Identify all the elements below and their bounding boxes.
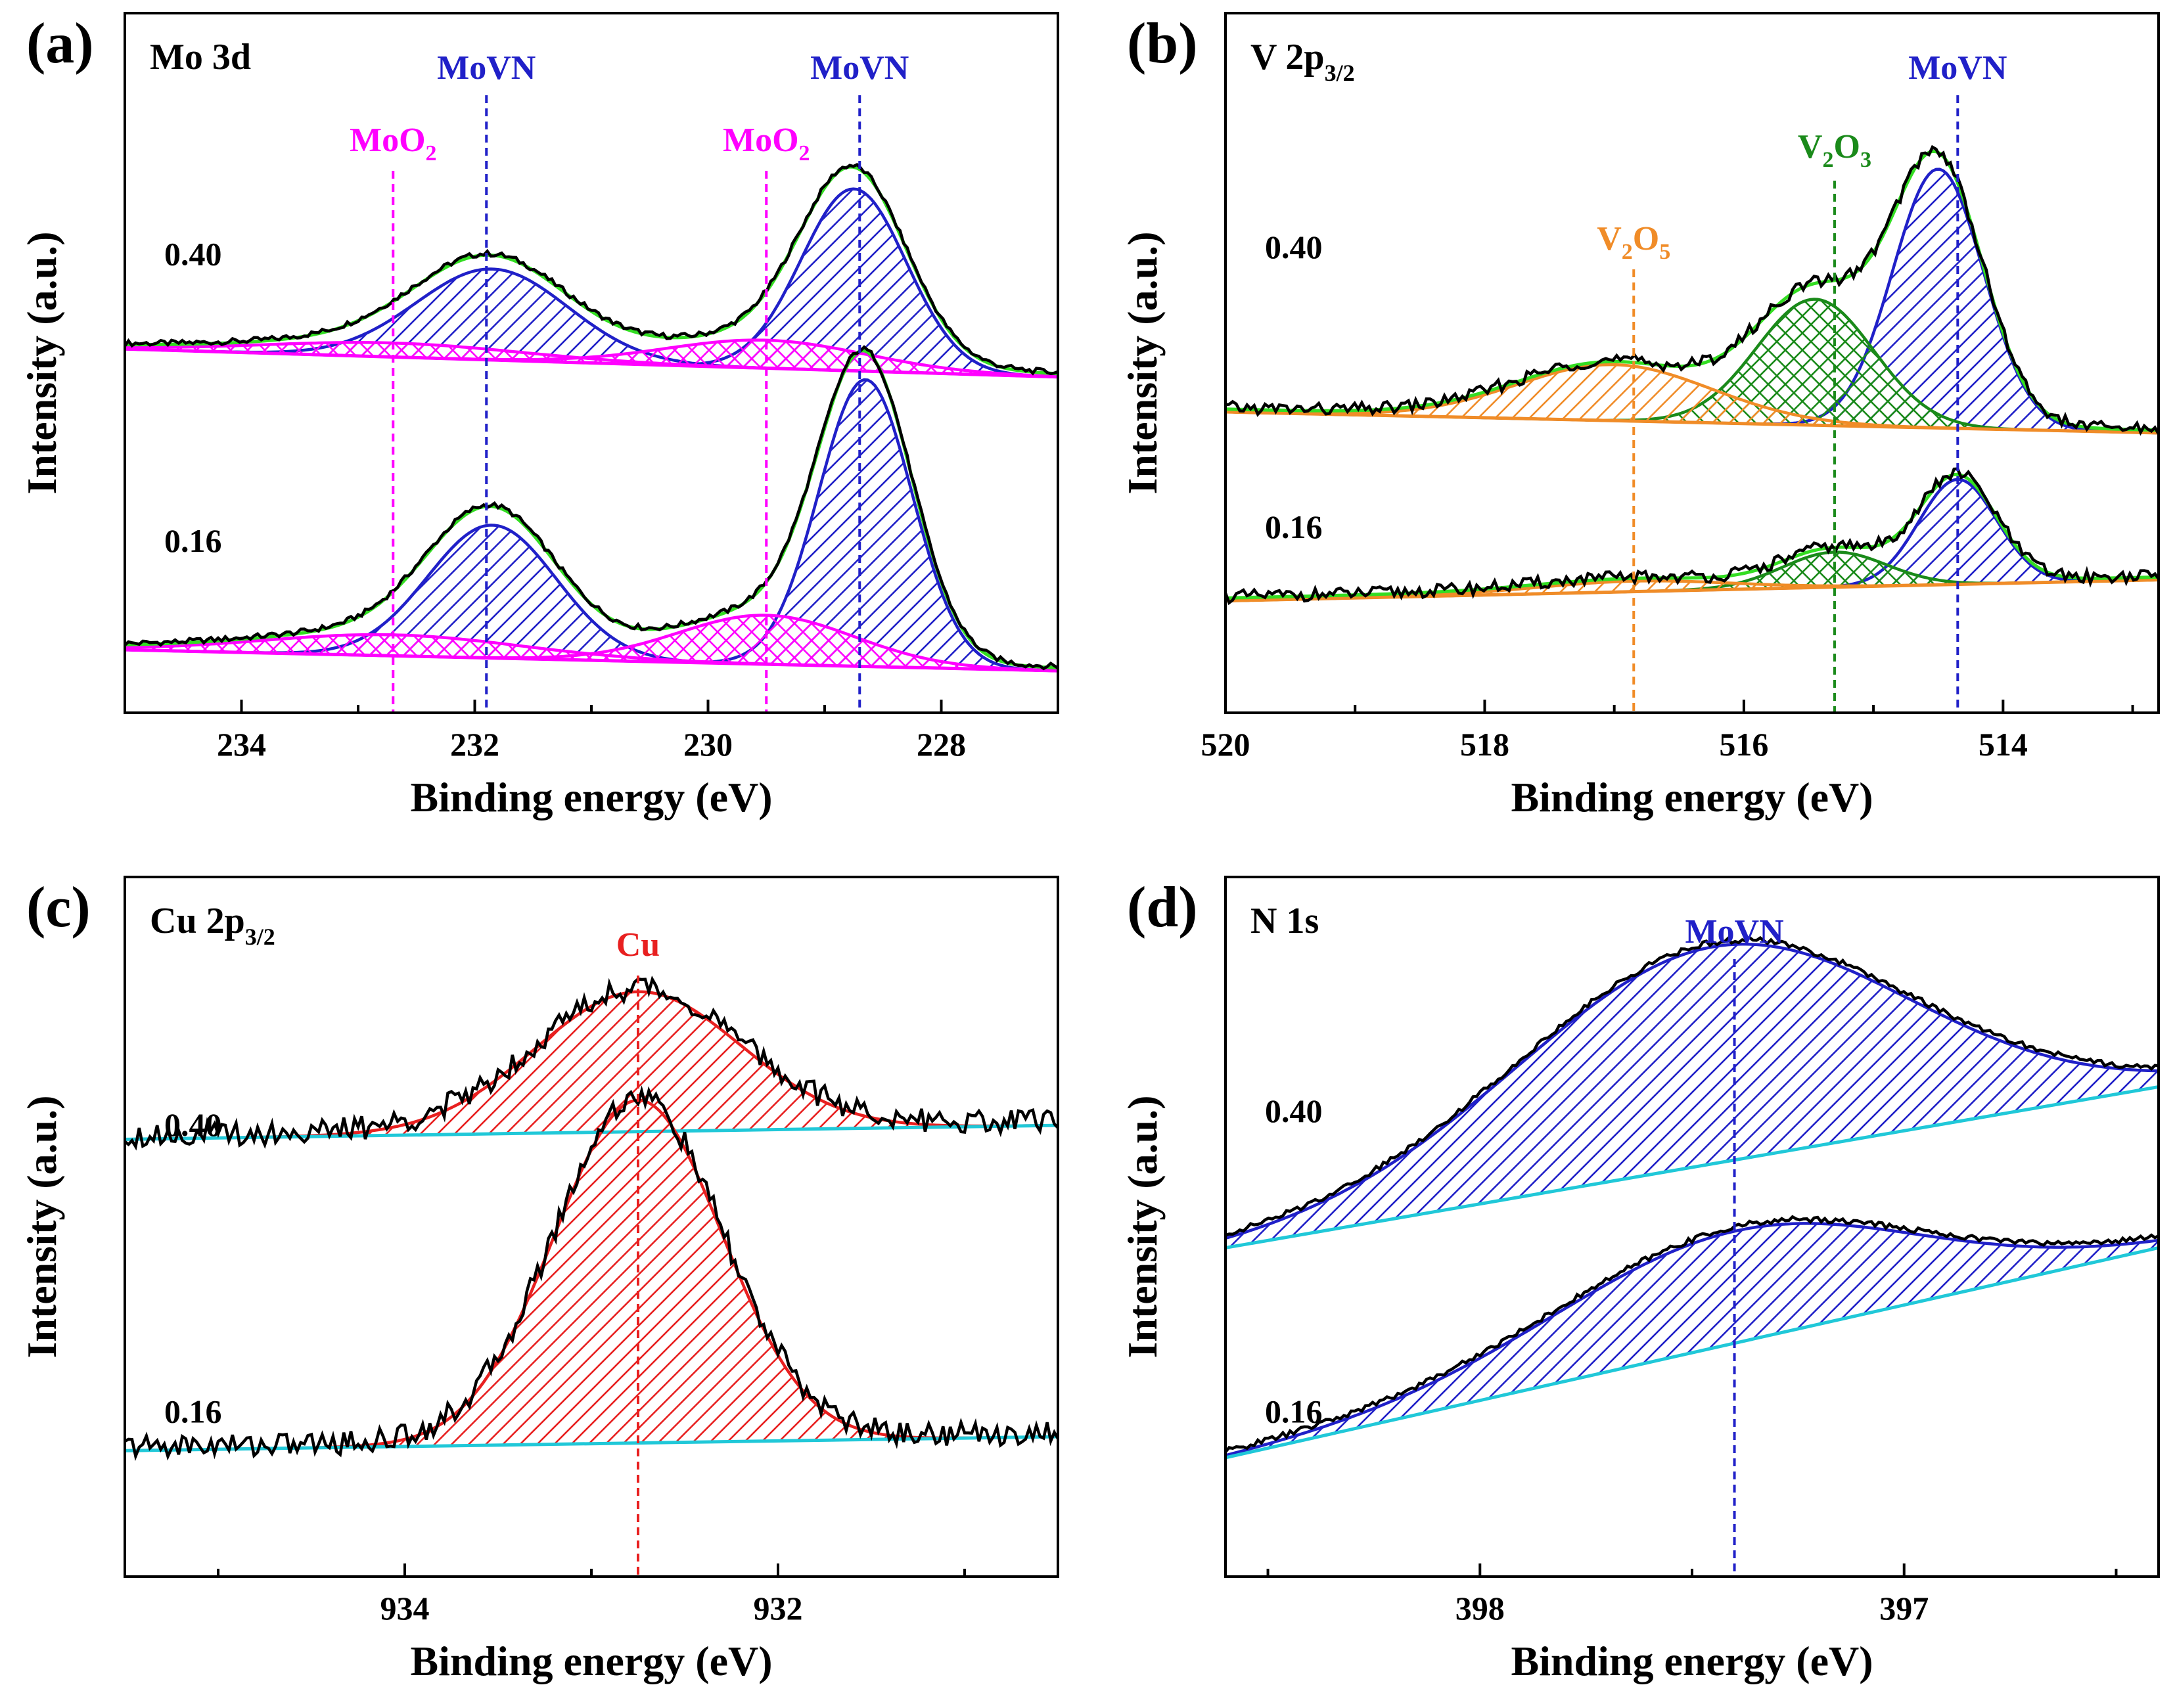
trace-0.40: [1225, 145, 2159, 436]
panel-c: 934 932 Binding energy (eV) Intensity (a.u.…: [18, 876, 1059, 1684]
background-line: [1225, 578, 2159, 603]
sample-label: 0.40: [1265, 1092, 1323, 1129]
data-line: [1225, 145, 2159, 436]
panel-label: (a): [26, 12, 94, 76]
species-label: MoO2: [723, 122, 810, 166]
panel-label: (d): [1127, 876, 1198, 939]
background-line: [125, 347, 1058, 379]
trace-0.16: [125, 345, 1058, 673]
x-tick-label: 932: [754, 1590, 803, 1627]
core-level-subscript: 3/2: [245, 924, 275, 950]
peak-area-Cu: [125, 1100, 1058, 1451]
x-tick-label: 934: [380, 1590, 430, 1627]
x-tick-label: 397: [1879, 1590, 1929, 1627]
sample-label: 0.40: [1265, 229, 1323, 265]
sample-label: 0.40: [164, 1106, 222, 1143]
plot-area: [1225, 935, 2159, 1460]
species-label: MoVN: [810, 49, 909, 87]
x-tick-label: 230: [683, 726, 733, 763]
x-axis-title: Binding energy (eV): [1511, 774, 1873, 820]
x-tick-label: 232: [450, 726, 499, 763]
species-label: Cu: [616, 926, 660, 964]
peak-area-MoVN: [1225, 944, 2159, 1248]
sample-label: 0.16: [164, 522, 222, 559]
peak-area-MoVN: [125, 525, 1058, 671]
sample-label: 0.40: [164, 235, 222, 272]
axes-frame: [1224, 12, 2160, 714]
trace-0.16: [1225, 1215, 2159, 1460]
species-label: MoVN: [1908, 49, 2007, 87]
peak-area-MoVN: [125, 189, 1058, 377]
peak-area-MoVN: [1225, 479, 2159, 601]
envelope-line: [1225, 472, 2159, 600]
species-label: V2O5: [1597, 220, 1670, 264]
peak-area-MoO2: [125, 635, 1058, 671]
data-line: [1225, 467, 2159, 606]
trace-0.40: [125, 976, 1058, 1151]
y-axis-title: Intensity (a.u.): [18, 1095, 65, 1358]
background-line: [1225, 1085, 2159, 1249]
sample-label: 0.16: [1265, 508, 1323, 545]
data-line: [125, 162, 1058, 376]
x-tick-label: 234: [217, 726, 266, 763]
data-line: [125, 1085, 1058, 1462]
data-line: [1225, 1215, 2159, 1453]
core-level-label: Cu 2p3/2: [150, 901, 275, 950]
panel-b: 520 518 516 514 Binding energy (eV) Intensity…: [1119, 12, 2160, 820]
species-label: V2O3: [1798, 128, 1871, 172]
peak-area-MoVN: [125, 380, 1058, 671]
x-axis-title: Binding energy (eV): [1511, 1638, 1873, 1684]
background-line: [125, 648, 1058, 673]
data-line: [125, 976, 1058, 1151]
core-level-subscript: 3/2: [1325, 60, 1355, 86]
core-level-label: N 1s: [1250, 901, 1319, 941]
x-tick-label: 516: [1719, 726, 1768, 763]
background-line: [1225, 1246, 2159, 1460]
y-axis-title: Intensity (a.u.): [1119, 1095, 1166, 1358]
x-axis-title: Binding energy (eV): [410, 1638, 772, 1684]
species-label: MoO2: [350, 122, 437, 166]
trace-0.16: [125, 1085, 1058, 1462]
panel-a: 234 232 230 228 Binding energy (eV) Intensity…: [18, 12, 1059, 820]
peak-area-MoO2: [125, 615, 1058, 671]
x-tick-label: 518: [1460, 726, 1509, 763]
core-level-label: Mo 3d: [150, 37, 251, 78]
data-line: [1225, 935, 2159, 1237]
plot-area: [125, 162, 1058, 673]
y-axis-title: Intensity (a.u.): [18, 231, 65, 494]
trace-0.40: [125, 162, 1058, 379]
sample-label: 0.16: [164, 1393, 222, 1430]
peak-area-MoVN: [1225, 169, 2159, 433]
panel-label: (b): [1127, 12, 1198, 76]
data-line: [125, 345, 1058, 671]
x-tick-label: 228: [917, 726, 966, 763]
peak-line-MoVN: [1225, 943, 2159, 1240]
panel-label: (c): [26, 876, 91, 939]
x-tick-label: 514: [1979, 726, 2028, 763]
x-axis-title: Binding energy (eV): [410, 774, 772, 820]
core-level-label: V 2p3/2: [1250, 37, 1355, 86]
species-label: MoVN: [437, 49, 536, 87]
background-line: [1225, 410, 2159, 435]
plot-area: [1225, 145, 2159, 606]
trace-0.40: [1225, 935, 2159, 1249]
x-tick-label: 520: [1201, 726, 1250, 763]
sample-label: 0.16: [1265, 1393, 1323, 1430]
species-label: MoVN: [1685, 913, 1783, 951]
trace-0.16: [1225, 467, 2159, 606]
x-tick-label: 398: [1455, 1590, 1505, 1627]
peak-area-MoVN: [1225, 1223, 2159, 1458]
y-axis-title: Intensity (a.u.): [1119, 231, 1166, 494]
plot-area: [125, 976, 1058, 1462]
